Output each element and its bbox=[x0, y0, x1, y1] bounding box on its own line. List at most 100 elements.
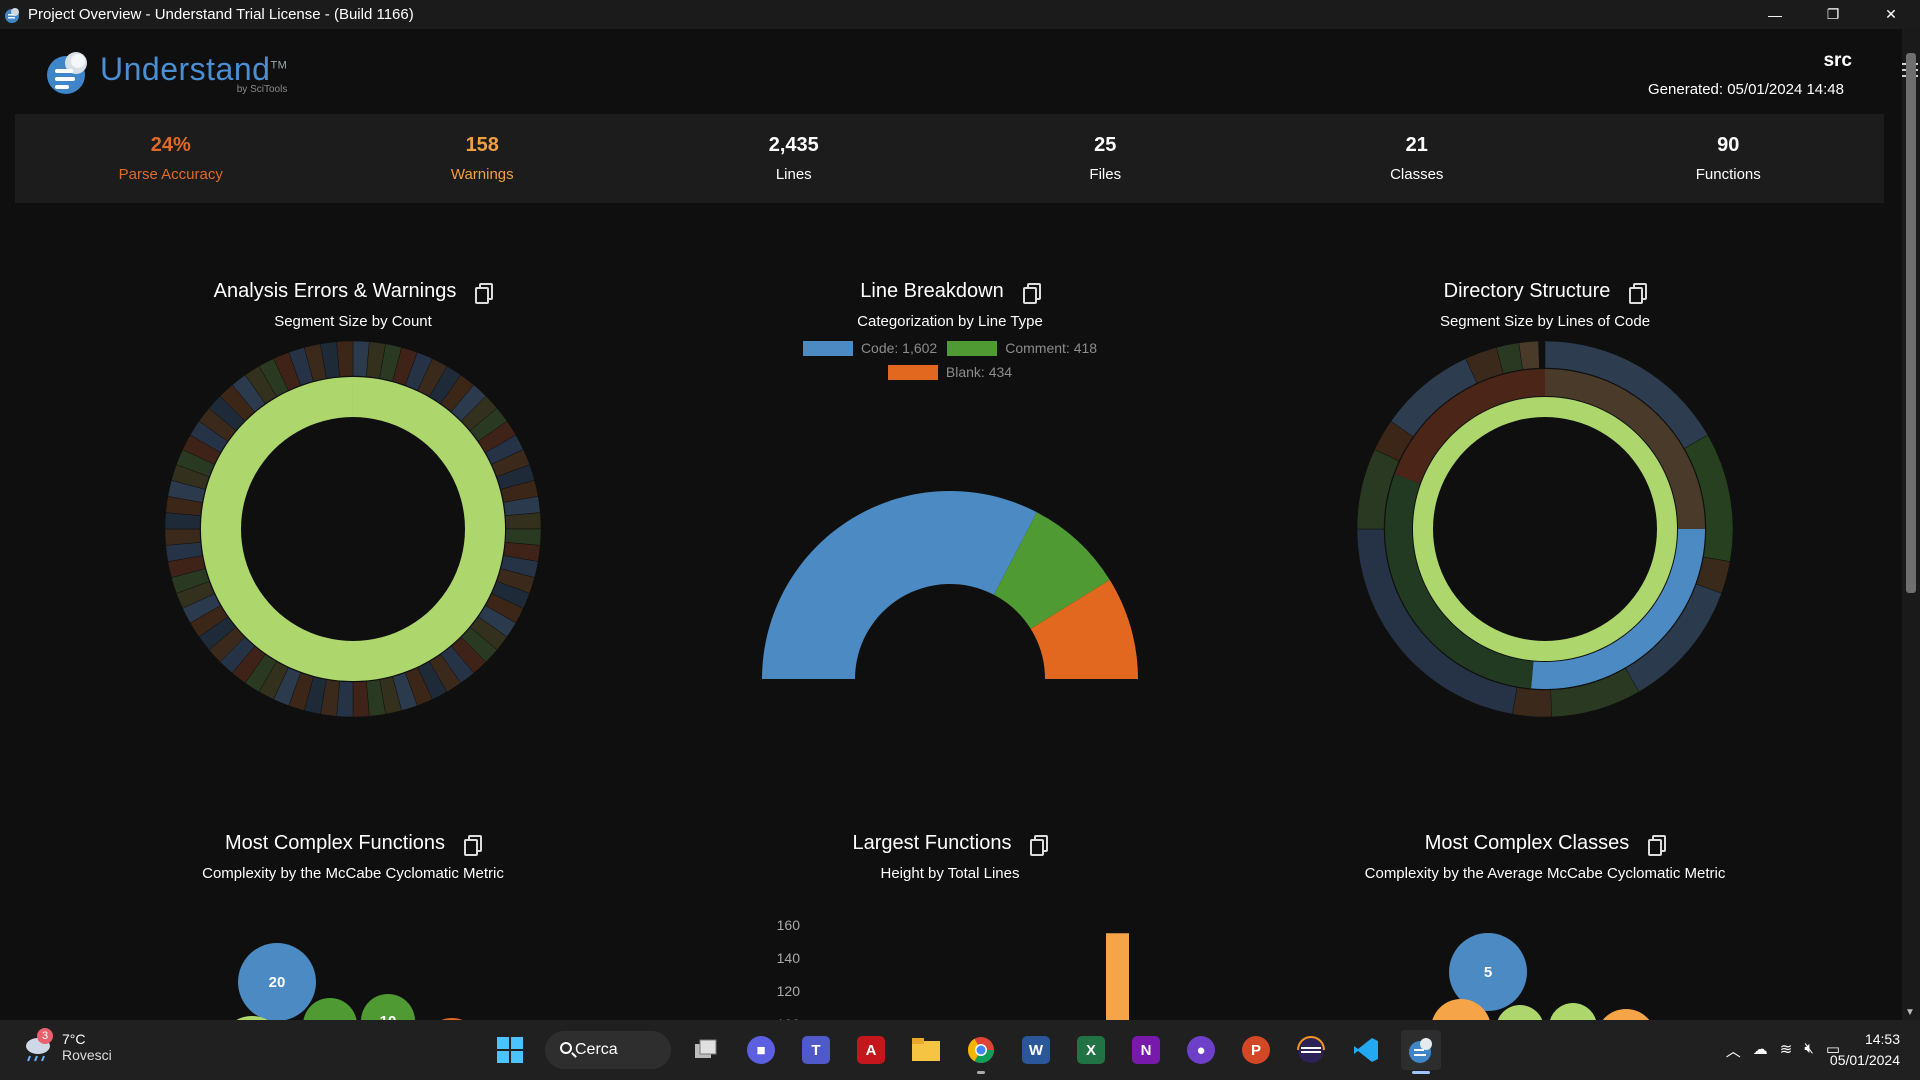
panel-subtitle: Height by Total Lines bbox=[670, 865, 1230, 882]
stat-lines[interactable]: 2,435 Lines bbox=[638, 114, 950, 203]
stat-parse-accuracy[interactable]: 24% Parse Accuracy bbox=[15, 114, 327, 203]
directory-sunburst-chart[interactable] bbox=[1355, 339, 1735, 719]
excel-icon[interactable]: X bbox=[1071, 1030, 1111, 1070]
teams-icon[interactable]: T bbox=[796, 1030, 836, 1070]
clock[interactable]: 14:53 05/01/2024 bbox=[1830, 1029, 1900, 1071]
errors-outer-segment bbox=[353, 681, 369, 717]
y-tick-label: 120 bbox=[777, 983, 801, 999]
dir-inner-ring bbox=[1413, 397, 1677, 661]
y-tick-label: 140 bbox=[777, 950, 801, 966]
word-icon[interactable]: W bbox=[1016, 1030, 1056, 1070]
dir-outer-segment bbox=[1512, 688, 1551, 717]
file-explorer-icon[interactable] bbox=[906, 1030, 946, 1070]
panel-title: Most Complex Functions bbox=[225, 832, 445, 855]
scroll-down-arrow-icon[interactable]: ▼ bbox=[1905, 1007, 1915, 1018]
close-button[interactable]: ✕ bbox=[1862, 0, 1920, 29]
onedrive-icon[interactable]: ☁ bbox=[1753, 1040, 1768, 1061]
errors-outer-segment bbox=[505, 513, 541, 529]
complex-classes-bubbles[interactable]: 53223 bbox=[1400, 899, 1700, 1020]
zoom-icon[interactable]: ■ bbox=[741, 1030, 781, 1070]
weather-condition: Rovesci bbox=[62, 1047, 112, 1063]
copy-icon[interactable] bbox=[1647, 835, 1665, 853]
panel-subtitle: Complexity by the Average McCabe Cycloma… bbox=[1265, 865, 1825, 882]
copy-icon[interactable] bbox=[474, 283, 492, 301]
copy-icon[interactable] bbox=[1029, 835, 1047, 853]
report-content: UnderstandTM by SciTools src Generated: … bbox=[0, 29, 1900, 1020]
scroll-thumb[interactable] bbox=[1906, 53, 1916, 593]
bubble-label: 5 bbox=[1484, 964, 1492, 981]
line-breakdown-chart[interactable] bbox=[750, 459, 1150, 689]
stat-classes[interactable]: 21 Classes bbox=[1261, 114, 1573, 203]
stat-functions[interactable]: 90 Functions bbox=[1573, 114, 1885, 203]
project-name: src bbox=[1823, 50, 1852, 72]
panel-complex-classes: Most Complex Classes Complexity by the A… bbox=[1265, 832, 1825, 882]
taskbar: 3 7°C Rovesci Cerca ■ T A W X N ● P ︿ bbox=[0, 1020, 1920, 1080]
complex-functions-bubbles[interactable]: 2010101111 bbox=[200, 909, 500, 1020]
window-title: Project Overview - Understand Trial Lice… bbox=[28, 6, 414, 23]
legend-code[interactable]: Code: 1,602 bbox=[803, 340, 937, 356]
panel-complex-functions: Most Complex Functions Complexity by the… bbox=[73, 832, 633, 882]
generated-timestamp: Generated: 05/01/2024 14:48 bbox=[1648, 81, 1844, 98]
legend-blank[interactable]: Blank: 434 bbox=[888, 364, 1012, 380]
acrobat-icon[interactable]: A bbox=[851, 1030, 891, 1070]
panel-title: Most Complex Classes bbox=[1425, 832, 1630, 855]
copy-icon[interactable] bbox=[1628, 283, 1646, 301]
speaker-muted-icon[interactable]: 🔇︎ bbox=[1804, 1040, 1813, 1061]
vscode-icon[interactable] bbox=[1346, 1030, 1386, 1070]
bubble bbox=[1596, 1009, 1656, 1020]
panel-title: Directory Structure bbox=[1444, 280, 1611, 303]
logo-name: UnderstandTM bbox=[100, 51, 287, 88]
taskbar-apps: Cerca ■ T A W X N ● P bbox=[490, 1030, 1441, 1070]
largest-functions-chart[interactable]: 160 140 120 100 bbox=[760, 909, 1160, 1020]
line-legend: Code: 1,602 Comment: 418 Blank: 434 bbox=[785, 340, 1115, 380]
panel-title: Line Breakdown bbox=[860, 280, 1003, 303]
stat-warnings[interactable]: 158 Warnings bbox=[327, 114, 639, 203]
panel-subtitle: Categorization by Line Type bbox=[670, 313, 1230, 330]
panel-subtitle: Segment Size by Lines of Code bbox=[1265, 313, 1825, 330]
onenote-icon[interactable]: N bbox=[1126, 1030, 1166, 1070]
restore-button[interactable]: ❐ bbox=[1804, 0, 1862, 29]
windows-start-icon[interactable] bbox=[490, 1030, 530, 1070]
legend-comment[interactable]: Comment: 418 bbox=[947, 340, 1097, 356]
search-icon bbox=[560, 1042, 572, 1054]
dir-mid-segment bbox=[1531, 529, 1705, 689]
errors-inner-ring bbox=[201, 377, 505, 681]
dir-outer-segment bbox=[1519, 341, 1540, 369]
chrome-icon[interactable] bbox=[961, 1030, 1001, 1070]
panel-title: Largest Functions bbox=[853, 832, 1012, 855]
app-window: Project Overview - Understand Trial Lice… bbox=[0, 0, 1920, 1020]
taskbar-search[interactable]: Cerca bbox=[545, 1031, 671, 1069]
vertical-scrollbar[interactable]: ▼ bbox=[1902, 29, 1920, 1020]
powerpoint-icon[interactable]: P bbox=[1236, 1030, 1276, 1070]
weather-temp: 7°C bbox=[62, 1031, 112, 1047]
minimize-button[interactable]: — bbox=[1746, 0, 1804, 29]
panel-subtitle: Complexity by the McCabe Cyclomatic Metr… bbox=[73, 865, 633, 882]
bubble-label: 20 bbox=[269, 974, 286, 991]
title-bar: Project Overview - Understand Trial Lice… bbox=[0, 0, 1920, 29]
copy-icon[interactable] bbox=[1022, 283, 1040, 301]
eclipse-icon[interactable] bbox=[1291, 1030, 1331, 1070]
bubble bbox=[1549, 1003, 1597, 1020]
stat-files[interactable]: 25 Files bbox=[950, 114, 1262, 203]
panel-analysis-errors: Analysis Errors & Warnings Segment Size … bbox=[73, 280, 633, 330]
panel-line-breakdown: Line Breakdown Categorization by Line Ty… bbox=[670, 280, 1230, 380]
github-icon[interactable]: ● bbox=[1181, 1030, 1221, 1070]
panel-largest-functions: Largest Functions Height by Total Lines bbox=[670, 832, 1230, 882]
stats-bar: 24% Parse Accuracy 158 Warnings 2,435 Li… bbox=[15, 114, 1884, 203]
understand-taskbar-icon[interactable] bbox=[1401, 1030, 1441, 1070]
weather-widget[interactable]: 3 7°C Rovesci bbox=[20, 1030, 112, 1064]
y-tick-label: 160 bbox=[777, 917, 801, 933]
copy-icon[interactable] bbox=[463, 835, 481, 853]
panel-directory-structure: Directory Structure Segment Size by Line… bbox=[1265, 280, 1825, 330]
understand-app-icon bbox=[4, 7, 20, 23]
largest-function-bar bbox=[1106, 933, 1129, 1020]
chevron-up-icon[interactable]: ︿ bbox=[1726, 1040, 1741, 1061]
line-slice-code bbox=[762, 491, 1037, 679]
understand-logo: UnderstandTM by SciTools bbox=[44, 49, 287, 97]
system-tray: ︿ ☁ ≋ 🔇︎ ▭ bbox=[1726, 1040, 1840, 1061]
task-view-icon[interactable] bbox=[686, 1030, 726, 1070]
panel-subtitle: Segment Size by Count bbox=[73, 313, 633, 330]
errors-sunburst-chart[interactable] bbox=[163, 339, 543, 719]
understand-logo-icon bbox=[44, 49, 92, 97]
wifi-icon[interactable]: ≋ bbox=[1780, 1040, 1793, 1061]
